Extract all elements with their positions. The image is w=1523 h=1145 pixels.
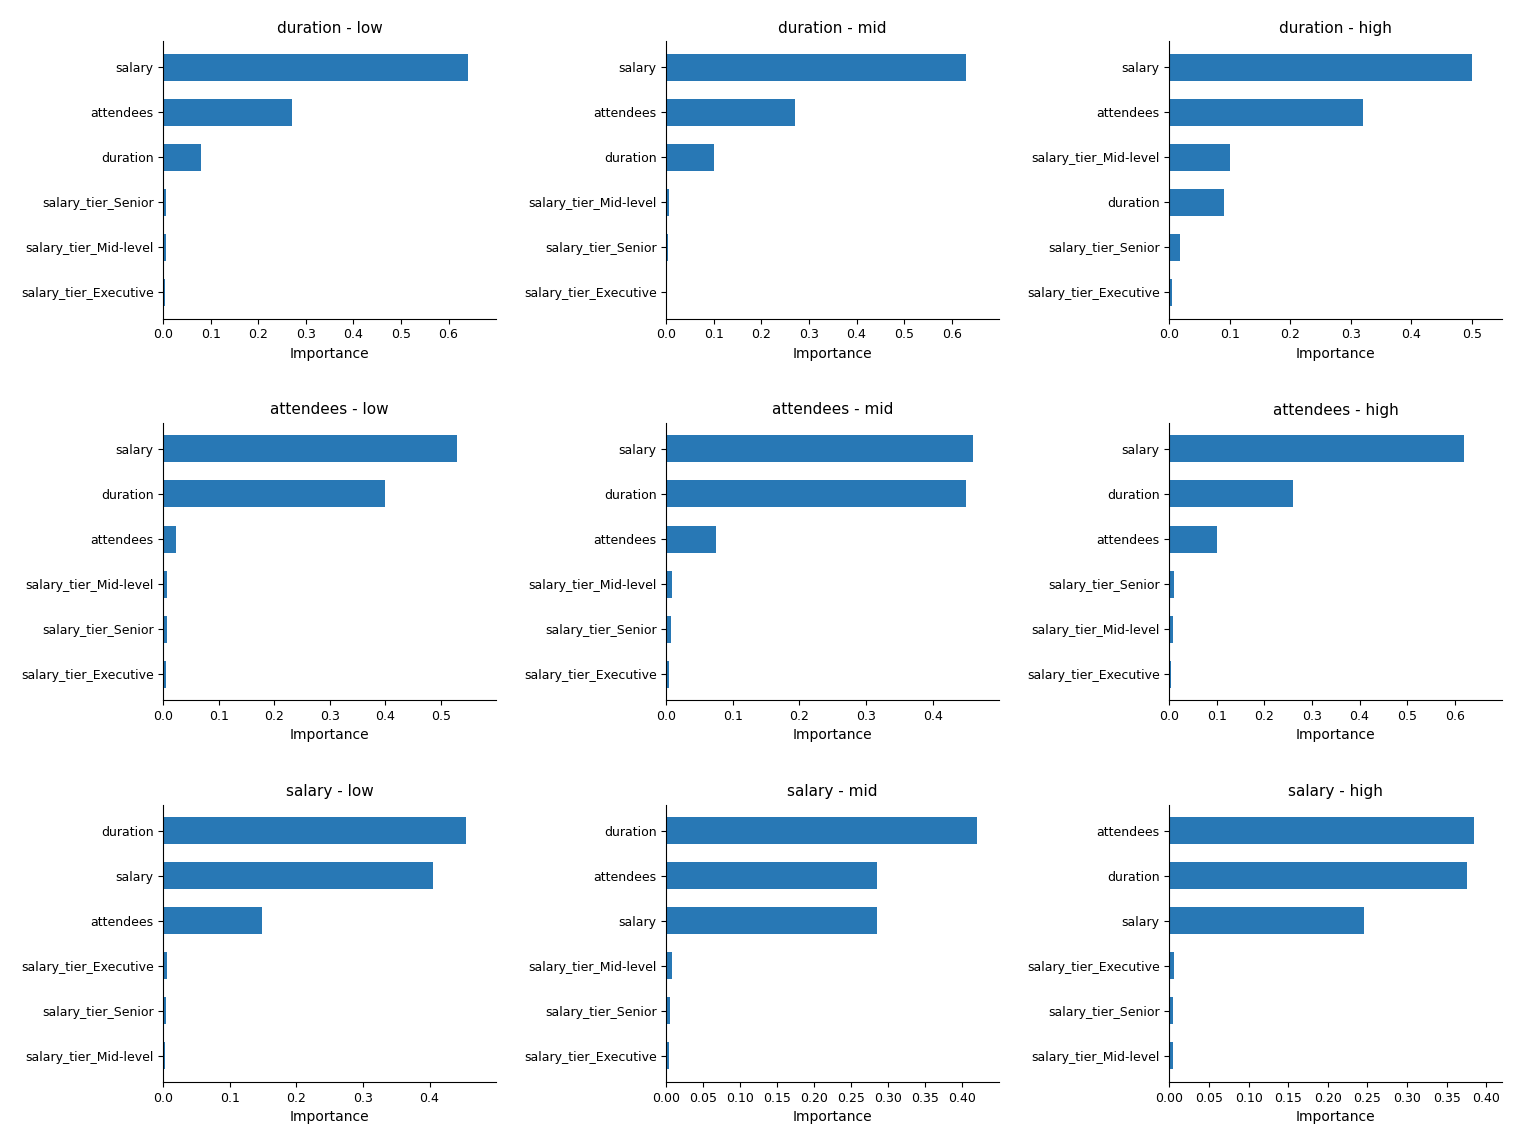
Bar: [1170, 54, 1471, 81]
X-axis label: Importance: Importance: [793, 728, 873, 742]
X-axis label: Importance: Importance: [793, 347, 873, 361]
Bar: [1170, 189, 1224, 216]
Bar: [667, 616, 672, 642]
Bar: [667, 661, 669, 688]
Bar: [1170, 997, 1173, 1025]
Bar: [667, 189, 669, 216]
Bar: [163, 1042, 166, 1069]
X-axis label: Importance: Importance: [793, 1111, 873, 1124]
Bar: [667, 997, 670, 1025]
Bar: [163, 54, 468, 81]
Bar: [1170, 616, 1173, 642]
Bar: [667, 953, 672, 979]
Bar: [667, 144, 714, 171]
Bar: [1170, 953, 1174, 979]
Title: salary - mid: salary - mid: [787, 784, 877, 799]
Bar: [1170, 907, 1363, 934]
Bar: [1170, 234, 1180, 261]
X-axis label: Importance: Importance: [1296, 1111, 1375, 1124]
Bar: [667, 818, 976, 844]
Bar: [163, 234, 166, 261]
Title: duration - mid: duration - mid: [778, 21, 886, 35]
Title: salary - low: salary - low: [286, 784, 373, 799]
X-axis label: Importance: Importance: [289, 1111, 370, 1124]
Bar: [163, 526, 175, 553]
Bar: [163, 435, 457, 463]
Bar: [1170, 144, 1231, 171]
Bar: [163, 570, 168, 598]
Title: duration - high: duration - high: [1279, 21, 1392, 35]
Bar: [667, 234, 669, 261]
Bar: [163, 144, 201, 171]
Bar: [163, 997, 166, 1025]
X-axis label: Importance: Importance: [289, 728, 370, 742]
Bar: [163, 661, 166, 688]
Title: attendees - high: attendees - high: [1273, 403, 1398, 418]
X-axis label: Importance: Importance: [1296, 347, 1375, 361]
Title: duration - low: duration - low: [277, 21, 382, 35]
Bar: [1170, 279, 1171, 306]
Bar: [667, 907, 877, 934]
Bar: [667, 1042, 669, 1069]
Bar: [667, 526, 716, 553]
Title: salary - high: salary - high: [1288, 784, 1383, 799]
Bar: [1170, 570, 1174, 598]
Bar: [667, 98, 795, 126]
Bar: [1170, 526, 1217, 553]
Bar: [163, 862, 433, 890]
Bar: [163, 98, 292, 126]
Bar: [163, 189, 166, 216]
X-axis label: Importance: Importance: [1296, 728, 1375, 742]
Bar: [163, 953, 166, 979]
Bar: [667, 435, 973, 463]
Bar: [1170, 98, 1363, 126]
Bar: [1170, 818, 1474, 844]
Bar: [163, 481, 385, 507]
Bar: [667, 54, 966, 81]
Bar: [667, 570, 672, 598]
Bar: [163, 818, 466, 844]
Bar: [1170, 862, 1467, 890]
Bar: [163, 616, 166, 642]
Bar: [1170, 1042, 1173, 1069]
Bar: [667, 481, 966, 507]
Bar: [1170, 435, 1464, 463]
X-axis label: Importance: Importance: [289, 347, 370, 361]
Title: attendees - mid: attendees - mid: [772, 403, 894, 418]
Bar: [667, 862, 877, 890]
Bar: [1170, 481, 1293, 507]
Title: attendees - low: attendees - low: [271, 403, 388, 418]
Bar: [163, 907, 262, 934]
